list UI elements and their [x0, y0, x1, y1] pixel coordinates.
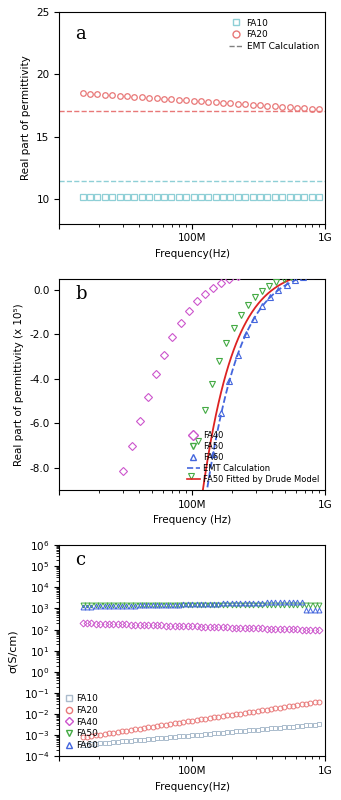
Y-axis label: Real part of permittivity (x 10⁵): Real part of permittivity (x 10⁵) [14, 303, 24, 466]
Legend: FA10, FA20, FA40, FA50, FA60: FA10, FA20, FA40, FA50, FA60 [64, 693, 100, 752]
Text: a: a [75, 25, 86, 43]
Text: b: b [75, 285, 87, 303]
Legend: FA10, FA20, EMT Calculation: FA10, FA20, EMT Calculation [228, 17, 321, 53]
Text: c: c [75, 551, 85, 570]
Legend: FA40, FA50, FA60, EMT Calculation, FA50 Fitted by Drude Model: FA40, FA50, FA60, EMT Calculation, FA50 … [186, 429, 321, 486]
X-axis label: Frequency(Hz): Frequency(Hz) [155, 249, 230, 259]
X-axis label: Frequency(Hz): Frequency(Hz) [155, 782, 230, 792]
Y-axis label: σ(S/cm): σ(S/cm) [8, 629, 18, 673]
X-axis label: Frequency (Hz): Frequency (Hz) [153, 515, 231, 526]
Y-axis label: Real part of permittivity: Real part of permittivity [21, 56, 31, 180]
